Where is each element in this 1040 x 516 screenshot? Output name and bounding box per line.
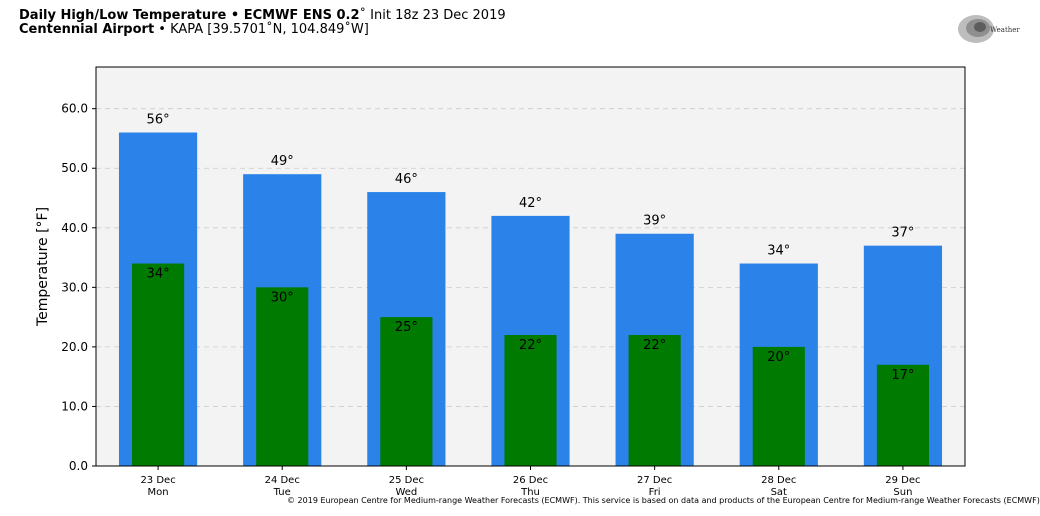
high-value-label: 34°: [767, 244, 790, 259]
y-tick-label: 40.0: [61, 221, 88, 235]
low-value-label: 34°: [147, 267, 170, 282]
x-tick-day: Wed: [395, 487, 417, 498]
copyright-notice: © 2019 European Centre for Medium-range …: [287, 496, 1040, 505]
x-tick-day: Thu: [520, 487, 540, 498]
x-tick-day: Fri: [649, 487, 661, 498]
x-tick-date: 26 Dec: [513, 475, 548, 486]
low-value-label: 22°: [519, 338, 542, 353]
high-value-label: 37°: [891, 226, 914, 241]
x-tick-date: 27 Dec: [637, 475, 672, 486]
x-tick-day: Mon: [148, 487, 169, 498]
x-tick-date: 28 Dec: [761, 475, 796, 486]
low-bar: [752, 346, 805, 466]
low-value-label: 17°: [891, 368, 914, 383]
header-line-2: Centennial Airport • KAPA [39.5701˚N, 10…: [19, 23, 506, 37]
plot-frame: [95, 66, 966, 467]
location-coords: • KAPA [39.5701˚N, 104.849˚W]: [154, 22, 369, 37]
x-tick-date: 25 Dec: [389, 475, 424, 486]
low-bar: [256, 287, 309, 466]
low-bar: [504, 334, 557, 466]
init-time: Init 18z 23 Dec 2019: [366, 8, 506, 23]
y-tick-label: 0.0: [69, 459, 88, 473]
location-name: Centennial Airport: [19, 22, 155, 37]
high-value-label: 49°: [271, 154, 294, 169]
low-value-label: 25°: [395, 320, 418, 335]
y-tick-label: 30.0: [61, 280, 88, 294]
y-tick-label: 60.0: [61, 102, 88, 116]
logo-text: WeatherBELL: [990, 26, 1020, 34]
weatherbell-logo: WeatherBELL: [958, 15, 1020, 43]
title-degree: ˚: [359, 8, 367, 23]
high-value-label: 42°: [519, 196, 542, 211]
x-tick-day: Sun: [893, 487, 912, 498]
y-tick-label: 50.0: [61, 161, 88, 175]
low-value-label: 22°: [643, 338, 666, 353]
header-line-1: Daily High/Low Temperature • ECMWF ENS 0…: [19, 9, 506, 23]
y-tick-label: 20.0: [61, 340, 88, 354]
low-value-label: 20°: [767, 350, 790, 365]
high-value-label: 46°: [395, 172, 418, 187]
chart-header: Daily High/Low Temperature • ECMWF ENS 0…: [19, 9, 506, 37]
low-bar: [876, 364, 929, 466]
y-tick-label: 10.0: [61, 399, 88, 413]
title-bold: Daily High/Low Temperature • ECMWF ENS 0…: [19, 8, 360, 23]
x-tick-day: Sat: [771, 487, 787, 498]
low-value-label: 30°: [271, 290, 294, 305]
low-bar: [132, 263, 185, 466]
high-value-label: 39°: [643, 214, 666, 229]
x-tick-date: 24 Dec: [265, 475, 300, 486]
x-tick-date: 29 Dec: [885, 475, 920, 486]
x-tick-day: Tue: [273, 487, 291, 498]
y-axis-title: Temperature [°F]: [35, 207, 51, 327]
low-bar: [628, 334, 681, 466]
high-value-label: 56°: [147, 113, 170, 128]
x-tick-date: 23 Dec: [140, 475, 175, 486]
low-bar: [380, 317, 433, 466]
